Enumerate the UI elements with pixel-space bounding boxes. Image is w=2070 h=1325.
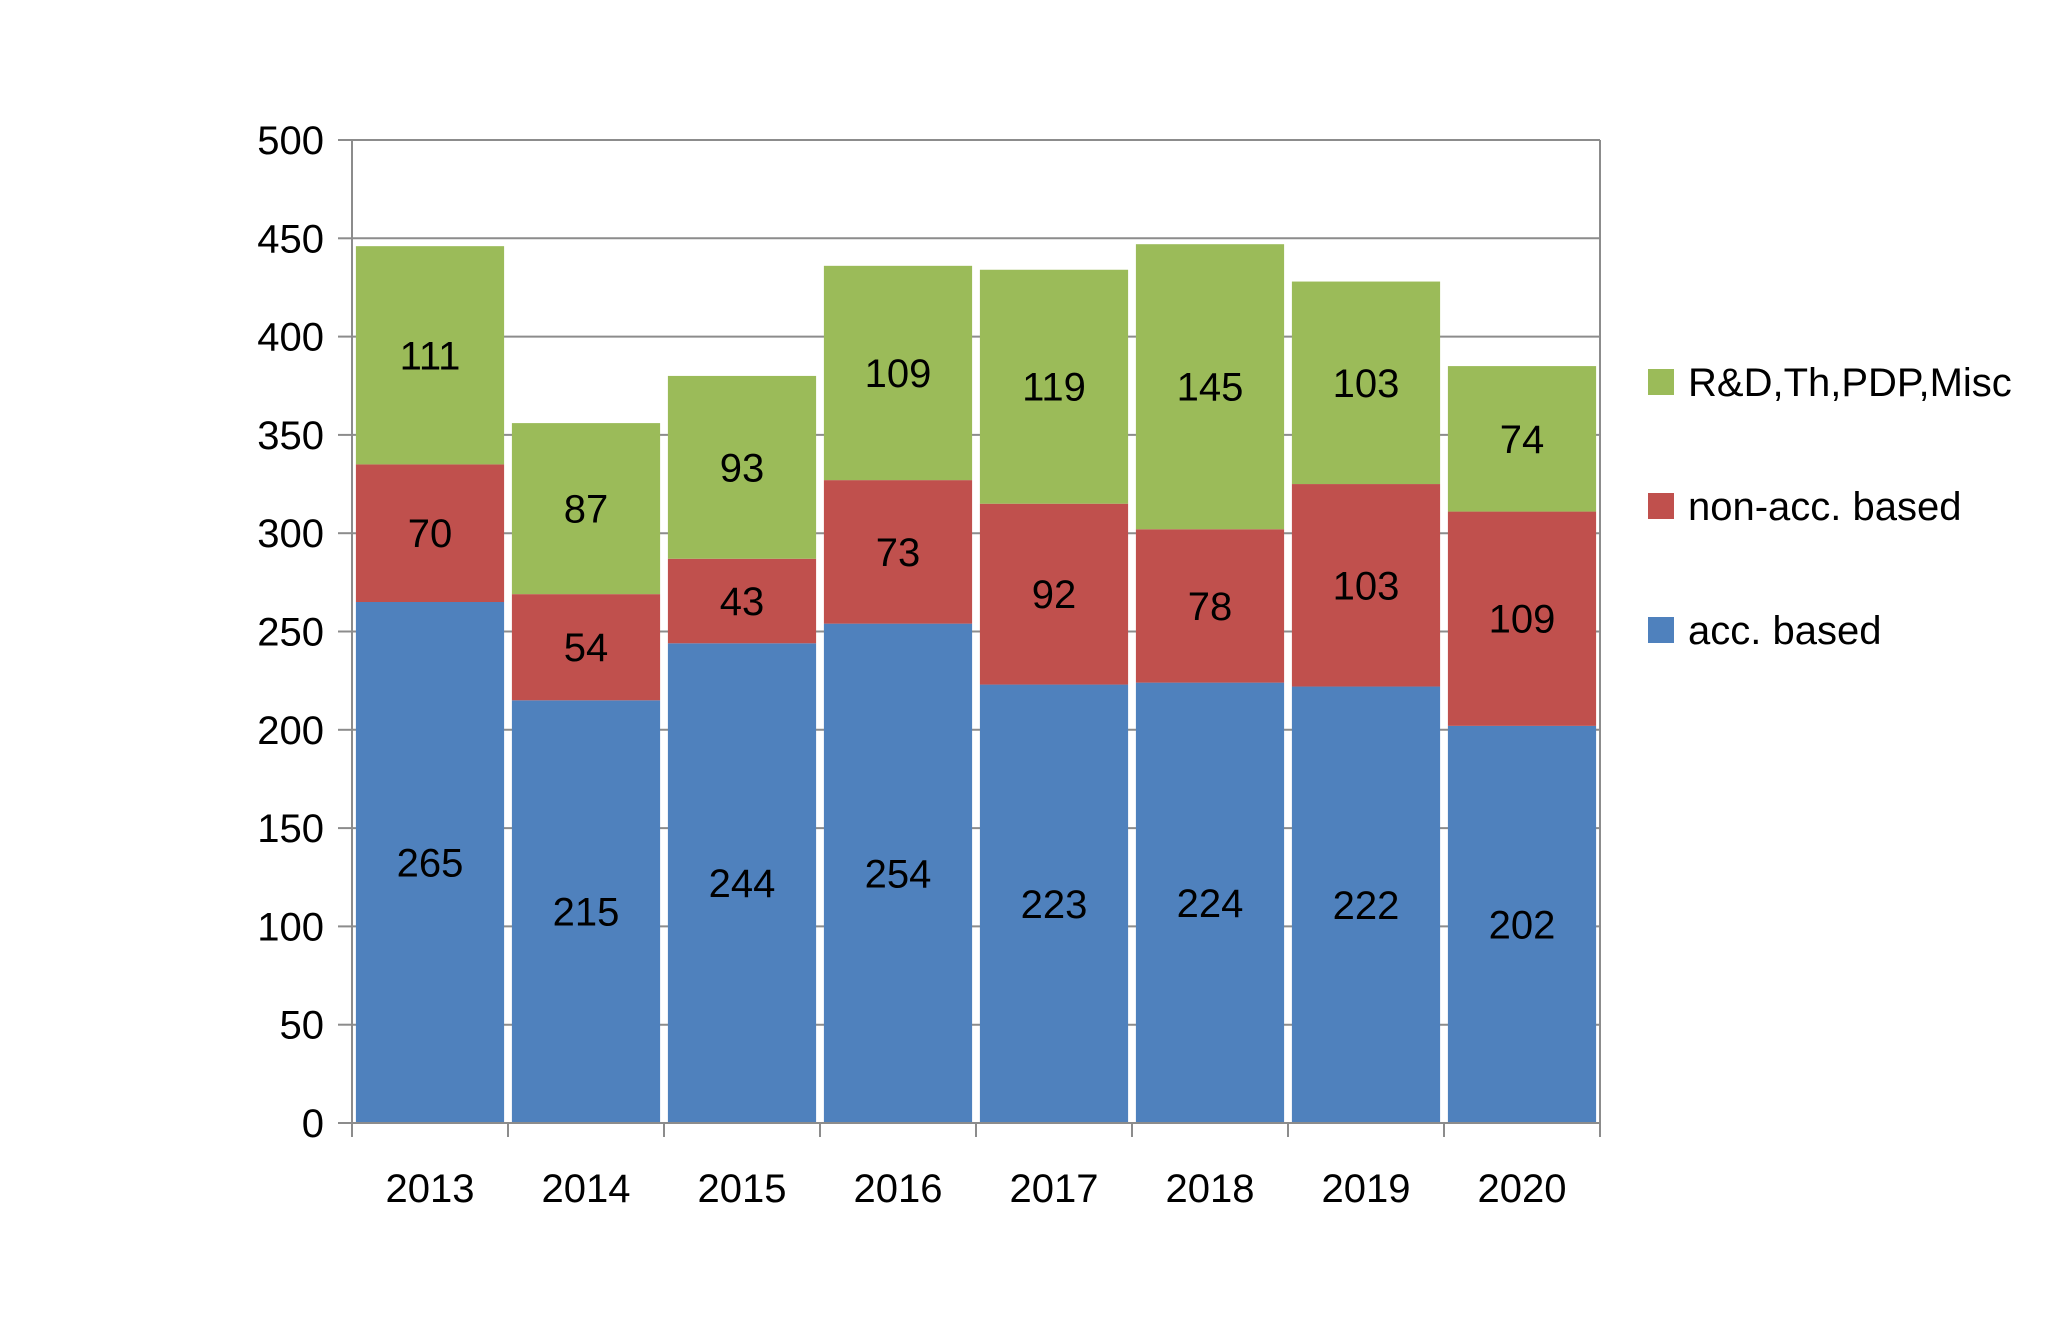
data-label: 244 <box>709 862 776 906</box>
y-tick-label: 0 <box>302 1102 324 1146</box>
x-tick-label: 2019 <box>1322 1167 1411 1211</box>
data-label: 103 <box>1333 362 1400 406</box>
data-label: 265 <box>397 842 464 886</box>
y-tick-label: 200 <box>257 709 324 753</box>
data-label: 109 <box>865 352 932 396</box>
y-tick-label: 500 <box>257 119 324 163</box>
bar-segment <box>823 265 973 481</box>
y-tick-label: 250 <box>257 611 324 655</box>
bar-segment <box>1135 244 1285 530</box>
legend-swatch <box>1648 493 1674 519</box>
bar-segment <box>1291 281 1441 485</box>
data-labels: 265 70 111 215 54 87 244 43 93 254 73 109 223 92 119 22… <box>397 334 1556 947</box>
bar-segment <box>1135 529 1285 683</box>
y-tick-label: 300 <box>257 512 324 556</box>
data-label: 87 <box>564 488 609 532</box>
data-label: 223 <box>1021 883 1088 927</box>
x-tick-label: 2015 <box>698 1167 787 1211</box>
x-tick-label: 2017 <box>1010 1167 1099 1211</box>
axes: 0 50 100 150 200 250 300 350 400 450 500 2013 2014 20… <box>257 119 1601 1211</box>
legend-swatch <box>1648 369 1674 395</box>
bar-segment <box>979 269 1129 504</box>
bar-segment <box>667 643 817 1123</box>
bar-segment <box>1291 686 1441 1123</box>
bar-segment <box>1447 366 1597 512</box>
bar-segment <box>979 684 1129 1123</box>
data-label: 54 <box>564 626 609 670</box>
y-tick-label: 400 <box>257 316 324 360</box>
data-label: 70 <box>408 512 453 556</box>
bar-segment <box>355 602 505 1123</box>
x-tick-label: 2013 <box>386 1167 475 1211</box>
data-label: 43 <box>720 580 765 624</box>
data-label: 254 <box>865 852 932 896</box>
legend-label: acc. based <box>1688 609 1881 653</box>
x-tick-label: 2020 <box>1478 1167 1567 1211</box>
bar-segment <box>667 558 817 644</box>
legend-swatch <box>1648 617 1674 643</box>
bar-segment <box>511 594 661 701</box>
bar-segment <box>355 464 505 603</box>
data-label: 92 <box>1032 573 1077 617</box>
data-label: 224 <box>1177 882 1244 926</box>
x-tick-label: 2016 <box>854 1167 943 1211</box>
y-tick-label: 150 <box>257 807 324 851</box>
data-label: 202 <box>1489 903 1556 947</box>
x-tick-label: 2014 <box>542 1167 631 1211</box>
y-tick-label: 50 <box>280 1004 325 1048</box>
bar-segment <box>511 423 661 595</box>
bar-segment <box>823 623 973 1123</box>
data-label: 145 <box>1177 366 1244 410</box>
bar-segment <box>667 375 817 559</box>
data-label: 78 <box>1188 585 1233 629</box>
data-label: 111 <box>400 334 461 378</box>
legend: R&D,Th,PDP,Misc non-acc. based acc. based <box>1648 361 2012 653</box>
bar-segment <box>511 700 661 1123</box>
y-tick-label: 350 <box>257 414 324 458</box>
legend-label: non-acc. based <box>1688 485 1962 529</box>
y-tick-label: 450 <box>257 217 324 261</box>
data-label: 222 <box>1333 884 1400 928</box>
bar-segment <box>1135 682 1285 1123</box>
bar-segment <box>355 246 505 465</box>
x-tick-label: 2018 <box>1166 1167 1255 1211</box>
y-tick-label: 100 <box>257 905 324 949</box>
data-label: 73 <box>876 531 921 575</box>
bar-segment <box>823 480 973 624</box>
bar-segment <box>1447 725 1597 1123</box>
data-label: 93 <box>720 446 765 490</box>
bars <box>355 244 1597 1123</box>
data-label: 74 <box>1500 418 1545 462</box>
data-label: 109 <box>1489 598 1556 642</box>
data-label: 103 <box>1333 564 1400 608</box>
bar-segment <box>979 503 1129 685</box>
data-label: 215 <box>553 891 620 935</box>
data-label: 119 <box>1022 366 1086 410</box>
bar-segment <box>1447 511 1597 726</box>
legend-label: R&D,Th,PDP,Misc <box>1688 361 2012 405</box>
bar-segment <box>1291 484 1441 687</box>
